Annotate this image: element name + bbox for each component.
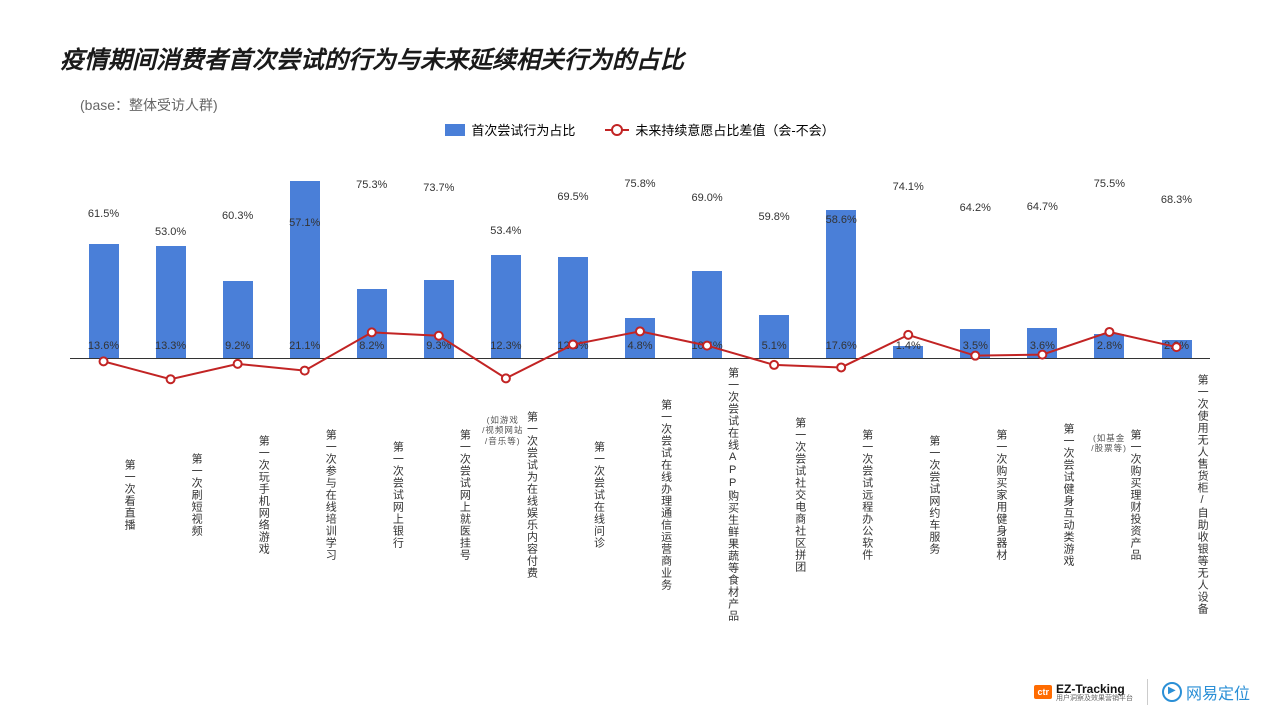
line-value-label: 58.6% — [826, 214, 857, 226]
x-label: 第一次尝试社交电商社区拼团 — [741, 367, 808, 622]
line-value-label: 69.0% — [691, 192, 722, 204]
subtitle: (base：整体受访人群) — [80, 95, 1220, 115]
x-label: 第一次看直播 — [70, 367, 137, 622]
line-value-label: 60.3% — [222, 210, 253, 222]
line-value-label: 53.4% — [490, 225, 521, 237]
line-value-label: 75.8% — [624, 178, 655, 190]
x-label: 第一次刷短视频 — [137, 367, 204, 622]
x-label: 第一次尝试网约车服务 — [875, 367, 942, 622]
x-label: 第一次尝试在线问诊 — [539, 367, 606, 622]
legend: 首次尝试行为占比 未来持续意愿占比差值（会-不会） — [60, 120, 1220, 139]
x-label: 第一次使用无人售货柜/自助收银等无人设备 — [1143, 367, 1210, 622]
x-label: 第一次尝试网上银行 — [338, 367, 405, 622]
ctr-icon: ctr — [1034, 685, 1052, 699]
x-label: 第一次尝试网上就医挂号 — [405, 367, 472, 622]
x-label: 第一次参与在线培训学习 — [271, 367, 338, 622]
chart: 13.6%13.3%9.2%21.1%8.2%9.3%12.3%12.0%4.8… — [70, 149, 1210, 622]
line-value-label: 53.0% — [155, 226, 186, 238]
ez-brand: EZ-Tracking — [1056, 683, 1133, 695]
netease-icon — [1162, 682, 1182, 702]
x-label: 第一次玩手机网络游戏 — [204, 367, 271, 622]
x-label: 第一次尝试在线APP购买生鲜果蔬等食材产品 — [674, 367, 741, 622]
footer-divider — [1147, 679, 1148, 705]
line-value-label: 75.3% — [356, 179, 387, 191]
line-value-label: 61.5% — [88, 208, 119, 220]
x-label: 第一次购买家用健身器材 — [942, 367, 1009, 622]
netease-text: 网易定位 — [1186, 680, 1250, 704]
line-value-label: 68.3% — [1161, 194, 1192, 206]
x-label: 第一次购买理财投资产品(如基金/股票等) — [1076, 367, 1143, 622]
logo-eztracking: ctr EZ-Tracking 用户洞察及效果营销平台 — [1034, 683, 1133, 702]
legend-bar-label: 首次尝试行为占比 — [471, 120, 575, 139]
legend-line-label: 未来持续意愿占比差值（会-不会） — [635, 120, 834, 139]
x-label: 第一次尝试在线办理通信运营商业务 — [607, 367, 674, 622]
x-label: 第一次尝试为在线娱乐内容付费(如游戏/视频网站/音乐等) — [472, 367, 539, 622]
line-value-label: 59.8% — [759, 211, 790, 223]
line-value-label: 57.1% — [289, 217, 320, 229]
page-title: 疫情期间消费者首次尝试的行为与未来延续相关行为的占比 — [60, 40, 1220, 75]
legend-line: 未来持续意愿占比差值（会-不会） — [605, 120, 834, 139]
line-value-label: 64.7% — [1027, 201, 1058, 213]
line-value-label: 64.2% — [960, 202, 991, 214]
line-value-label: 69.5% — [557, 191, 588, 203]
footer: ctr EZ-Tracking 用户洞察及效果营销平台 网易定位 — [1034, 679, 1250, 705]
legend-bar: 首次尝试行为占比 — [445, 120, 575, 139]
line-value-label: 74.1% — [893, 181, 924, 193]
x-label: 第一次尝试健身互动类游戏 — [1009, 367, 1076, 622]
line-value-label: 75.5% — [1094, 178, 1125, 190]
line-value-label: 73.7% — [423, 182, 454, 194]
ez-tag: 用户洞察及效果营销平台 — [1056, 695, 1133, 702]
x-label: 第一次尝试远程办公软件 — [808, 367, 875, 622]
logo-netease: 网易定位 — [1162, 680, 1250, 704]
